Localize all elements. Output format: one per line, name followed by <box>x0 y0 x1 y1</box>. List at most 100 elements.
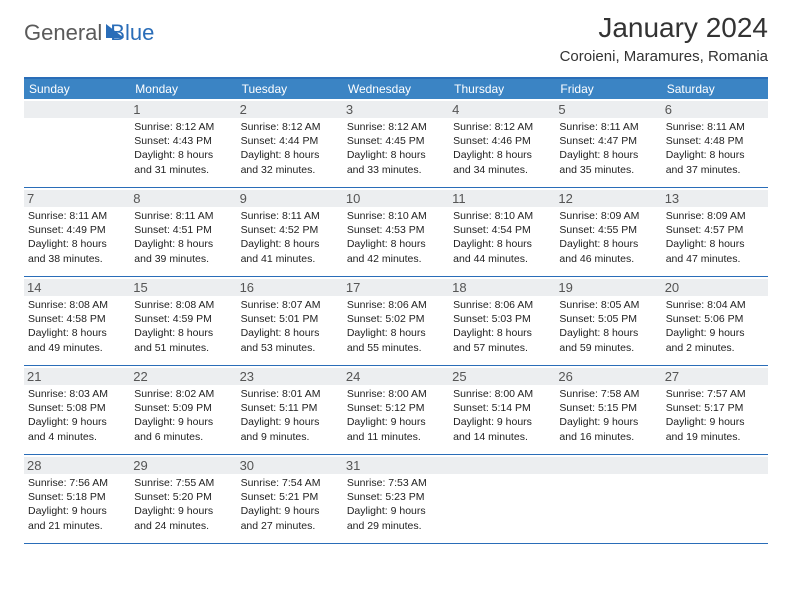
day-number: 8 <box>130 190 236 207</box>
day-cell: 10Sunrise: 8:10 AMSunset: 4:53 PMDayligh… <box>343 188 449 276</box>
day-info: Sunrise: 8:06 AMSunset: 5:02 PMDaylight:… <box>347 298 445 355</box>
weekday-header-row: Sunday Monday Tuesday Wednesday Thursday… <box>24 79 768 99</box>
sunset-text: Sunset: 4:55 PM <box>559 223 657 237</box>
sunrise-text: Sunrise: 8:12 AM <box>347 120 445 134</box>
day-cell: 3Sunrise: 8:12 AMSunset: 4:45 PMDaylight… <box>343 99 449 187</box>
sunset-text: Sunset: 5:20 PM <box>134 490 232 504</box>
day-info: Sunrise: 8:12 AMSunset: 4:44 PMDaylight:… <box>241 120 339 177</box>
day-cell: 23Sunrise: 8:01 AMSunset: 5:11 PMDayligh… <box>237 366 343 454</box>
daylight-text: Daylight: 8 hours and 31 minutes. <box>134 148 232 176</box>
day-info: Sunrise: 7:56 AMSunset: 5:18 PMDaylight:… <box>28 476 126 533</box>
day-cell: 4Sunrise: 8:12 AMSunset: 4:46 PMDaylight… <box>449 99 555 187</box>
day-info: Sunrise: 8:12 AMSunset: 4:43 PMDaylight:… <box>134 120 232 177</box>
sunrise-text: Sunrise: 7:54 AM <box>241 476 339 490</box>
daylight-text: Daylight: 9 hours and 29 minutes. <box>347 504 445 532</box>
day-number: 3 <box>343 101 449 118</box>
day-number: . <box>555 457 661 474</box>
sunset-text: Sunset: 4:48 PM <box>666 134 764 148</box>
day-number: 16 <box>237 279 343 296</box>
sunset-text: Sunset: 4:47 PM <box>559 134 657 148</box>
day-info: Sunrise: 8:09 AMSunset: 4:55 PMDaylight:… <box>559 209 657 266</box>
day-cell: . <box>662 455 768 543</box>
day-number: 14 <box>24 279 130 296</box>
day-number: 7 <box>24 190 130 207</box>
day-cell: 27 Sunrise: 7:57 AMSunset: 5:17 PMDayligh… <box>662 366 768 454</box>
daylight-text: Daylight: 8 hours and 57 minutes. <box>453 326 551 354</box>
sunrise-text: Sunrise: 8:10 AM <box>453 209 551 223</box>
title-block: January 2024 Coroieni, Maramures, Romani… <box>560 12 768 65</box>
day-cell: 1Sunrise: 8:12 AMSunset: 4:43 PMDaylight… <box>130 99 236 187</box>
day-number: 29 <box>130 457 236 474</box>
daylight-text: Daylight: 8 hours and 47 minutes. <box>666 237 764 265</box>
daylight-text: Daylight: 8 hours and 32 minutes. <box>241 148 339 176</box>
sunrise-text: Sunrise: 8:12 AM <box>241 120 339 134</box>
sunset-text: Sunset: 5:21 PM <box>241 490 339 504</box>
calendar: Sunday Monday Tuesday Wednesday Thursday… <box>24 77 768 544</box>
sunrise-text: Sunrise: 8:04 AM <box>666 298 764 312</box>
day-info: Sunrise: 7:57 AMSunset: 5:17 PMDaylight:… <box>666 387 764 444</box>
sunrise-text: Sunrise: 7:55 AM <box>134 476 232 490</box>
sunrise-text: Sunrise: 8:09 AM <box>666 209 764 223</box>
day-info: Sunrise: 8:11 AMSunset: 4:51 PMDaylight:… <box>134 209 232 266</box>
weekday-header: Wednesday <box>343 79 449 99</box>
logo: General Blue <box>24 12 154 46</box>
day-info: Sunrise: 8:09 AMSunset: 4:57 PMDaylight:… <box>666 209 764 266</box>
sunset-text: Sunset: 5:15 PM <box>559 401 657 415</box>
sunrise-text: Sunrise: 8:00 AM <box>347 387 445 401</box>
weekday-header: Monday <box>130 79 236 99</box>
sunset-text: Sunset: 4:52 PM <box>241 223 339 237</box>
day-number: 24 <box>343 368 449 385</box>
sunrise-text: Sunrise: 7:57 AM <box>666 387 764 401</box>
day-number: 27 <box>662 368 768 385</box>
day-info: Sunrise: 8:10 AMSunset: 4:53 PMDaylight:… <box>347 209 445 266</box>
week-row: 7Sunrise: 8:11 AMSunset: 4:49 PMDaylight… <box>24 188 768 277</box>
day-info: Sunrise: 8:03 AMSunset: 5:08 PMDaylight:… <box>28 387 126 444</box>
day-cell: 22Sunrise: 8:02 AMSunset: 5:09 PMDayligh… <box>130 366 236 454</box>
sunrise-text: Sunrise: 8:08 AM <box>134 298 232 312</box>
day-cell: 11Sunrise: 8:10 AMSunset: 4:54 PMDayligh… <box>449 188 555 276</box>
day-number: 13 <box>662 190 768 207</box>
day-number: 20 <box>662 279 768 296</box>
day-info: Sunrise: 7:54 AMSunset: 5:21 PMDaylight:… <box>241 476 339 533</box>
daylight-text: Daylight: 9 hours and 16 minutes. <box>559 415 657 443</box>
day-number: 30 <box>237 457 343 474</box>
sunrise-text: Sunrise: 8:09 AM <box>559 209 657 223</box>
sunrise-text: Sunrise: 8:11 AM <box>559 120 657 134</box>
day-number: . <box>449 457 555 474</box>
day-cell: 15Sunrise: 8:08 AMSunset: 4:59 PMDayligh… <box>130 277 236 365</box>
daylight-text: Daylight: 9 hours and 9 minutes. <box>241 415 339 443</box>
sunrise-text: Sunrise: 8:10 AM <box>347 209 445 223</box>
day-cell: . <box>24 99 130 187</box>
daylight-text: Daylight: 9 hours and 2 minutes. <box>666 326 764 354</box>
sunrise-text: Sunrise: 8:03 AM <box>28 387 126 401</box>
sunset-text: Sunset: 4:45 PM <box>347 134 445 148</box>
sunrise-text: Sunrise: 8:06 AM <box>453 298 551 312</box>
sunrise-text: Sunrise: 8:06 AM <box>347 298 445 312</box>
day-info: Sunrise: 8:06 AMSunset: 5:03 PMDaylight:… <box>453 298 551 355</box>
sunset-text: Sunset: 4:53 PM <box>347 223 445 237</box>
sunset-text: Sunset: 5:17 PM <box>666 401 764 415</box>
sunset-text: Sunset: 4:59 PM <box>134 312 232 326</box>
day-info: Sunrise: 8:10 AMSunset: 4:54 PMDaylight:… <box>453 209 551 266</box>
day-number: 31 <box>343 457 449 474</box>
day-number: 6 <box>662 101 768 118</box>
day-cell: 8 Sunrise: 8:11 AMSunset: 4:51 PMDaylight… <box>130 188 236 276</box>
daylight-text: Daylight: 8 hours and 55 minutes. <box>347 326 445 354</box>
daylight-text: Daylight: 9 hours and 4 minutes. <box>28 415 126 443</box>
day-cell: 21Sunrise: 8:03 AMSunset: 5:08 PMDayligh… <box>24 366 130 454</box>
day-cell: 13 Sunrise: 8:09 AMSunset: 4:57 PMDayligh… <box>662 188 768 276</box>
day-number: . <box>662 457 768 474</box>
day-number: 19 <box>555 279 661 296</box>
weekday-header: Friday <box>555 79 661 99</box>
day-cell: 20Sunrise: 8:04 AMSunset: 5:06 PMDayligh… <box>662 277 768 365</box>
sunset-text: Sunset: 5:05 PM <box>559 312 657 326</box>
day-info: Sunrise: 8:11 AMSunset: 4:48 PMDaylight:… <box>666 120 764 177</box>
day-number: 26 <box>555 368 661 385</box>
day-cell: 12Sunrise: 8:09 AMSunset: 4:55 PMDayligh… <box>555 188 661 276</box>
sunrise-text: Sunrise: 8:11 AM <box>28 209 126 223</box>
daylight-text: Daylight: 9 hours and 24 minutes. <box>134 504 232 532</box>
day-number: 15 <box>130 279 236 296</box>
sunset-text: Sunset: 5:09 PM <box>134 401 232 415</box>
day-cell: 26Sunrise: 7:58 AMSunset: 5:15 PMDayligh… <box>555 366 661 454</box>
day-cell: 25Sunrise: 8:00 AMSunset: 5:14 PMDayligh… <box>449 366 555 454</box>
